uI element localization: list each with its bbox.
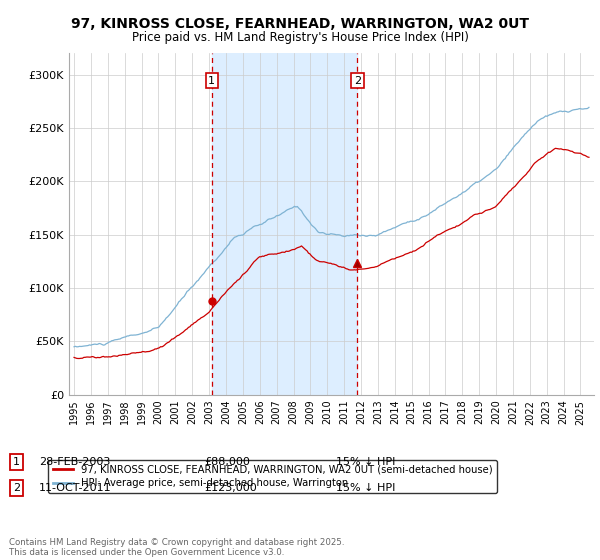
- Text: £123,000: £123,000: [204, 483, 257, 493]
- Text: Price paid vs. HM Land Registry's House Price Index (HPI): Price paid vs. HM Land Registry's House …: [131, 31, 469, 44]
- Text: 1: 1: [208, 76, 215, 86]
- Text: Contains HM Land Registry data © Crown copyright and database right 2025.
This d: Contains HM Land Registry data © Crown c…: [9, 538, 344, 557]
- Text: 1: 1: [13, 457, 20, 467]
- Text: 2: 2: [13, 483, 20, 493]
- Text: 15% ↓ HPI: 15% ↓ HPI: [336, 483, 395, 493]
- Text: 28-FEB-2003: 28-FEB-2003: [39, 457, 110, 467]
- Text: 2: 2: [354, 76, 361, 86]
- Text: 11-OCT-2011: 11-OCT-2011: [39, 483, 112, 493]
- Text: £88,000: £88,000: [204, 457, 250, 467]
- Bar: [212, 53, 358, 395]
- Text: 97, KINROSS CLOSE, FEARNHEAD, WARRINGTON, WA2 0UT: 97, KINROSS CLOSE, FEARNHEAD, WARRINGTON…: [71, 17, 529, 31]
- Text: 15% ↓ HPI: 15% ↓ HPI: [336, 457, 395, 467]
- Legend: 97, KINROSS CLOSE, FEARNHEAD, WARRINGTON, WA2 0UT (semi-detached house), HPI: Av: 97, KINROSS CLOSE, FEARNHEAD, WARRINGTON…: [48, 460, 497, 493]
